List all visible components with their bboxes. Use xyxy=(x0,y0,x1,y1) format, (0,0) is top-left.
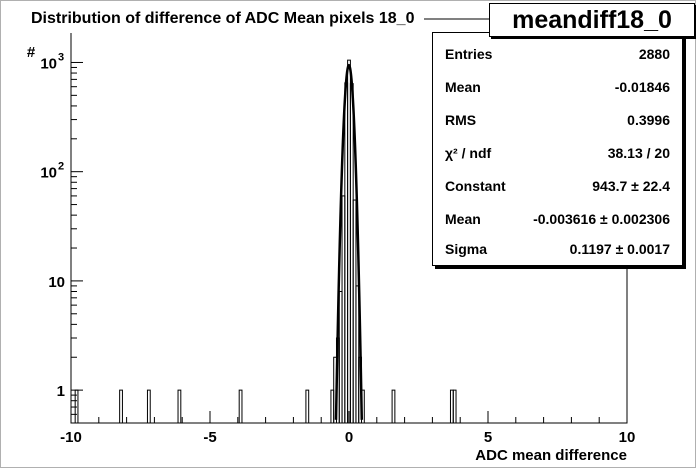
stats-value: 0.3996 xyxy=(627,112,670,128)
y-tick-label: 10 xyxy=(40,165,57,182)
x-axis-label: ADC mean difference xyxy=(475,447,627,464)
x-tick-label: -5 xyxy=(203,429,216,446)
y-tick-exponent: 2 xyxy=(58,161,64,173)
stats-box-title: meandiff18_0 xyxy=(489,3,695,37)
histogram-bar xyxy=(177,389,182,424)
y-tick-label: 10 xyxy=(40,55,57,72)
fit-curve xyxy=(334,63,364,420)
y-tick-label: 10 xyxy=(48,274,65,291)
stats-label: RMS xyxy=(445,112,477,128)
y-axis-label: # xyxy=(27,44,36,61)
histogram-bar xyxy=(391,389,396,424)
stats-label: Entries xyxy=(445,46,493,62)
stats-value: -0.003616 ± 0.002306 xyxy=(533,211,670,227)
x-tick-label: 10 xyxy=(619,429,636,446)
chart-title: Distribution of difference of ADC Mean p… xyxy=(21,5,425,33)
histogram-bar xyxy=(119,389,123,424)
stats-row-sigma: Sigma 0.1197 ± 0.0017 xyxy=(433,233,682,265)
histogram-bar xyxy=(238,389,243,424)
histogram-bar xyxy=(452,389,457,424)
stats-row-rms: RMS 0.3996 xyxy=(433,104,682,136)
stats-value: 943.7 ± 22.4 xyxy=(592,178,670,194)
x-tick-label: 0 xyxy=(345,429,353,446)
x-tick-label: -10 xyxy=(60,429,82,446)
stats-value: 38.13 / 20 xyxy=(607,145,670,161)
y-tick-exponent: 3 xyxy=(58,51,64,63)
stats-value: -0.01846 xyxy=(614,79,670,95)
stats-label: Constant xyxy=(445,178,506,194)
x-tick-label: 5 xyxy=(484,429,492,446)
stats-label: χ² / ndf xyxy=(445,145,492,161)
stats-row-fit-mean: Mean -0.003616 ± 0.002306 xyxy=(433,203,682,235)
stats-label: Sigma xyxy=(445,241,488,257)
stats-value: 2880 xyxy=(638,46,670,62)
stats-box: Entries 2880 Mean -0.01846 RMS 0.3996 χ²… xyxy=(432,32,683,266)
stats-label: Mean xyxy=(445,211,481,227)
stats-row-constant: Constant 943.7 ± 22.4 xyxy=(433,170,682,202)
histogram-bar xyxy=(146,389,151,424)
stats-row-mean: Mean -0.01846 xyxy=(433,71,682,103)
histogram-bar xyxy=(355,285,360,424)
y-tick-label: 1 xyxy=(57,383,65,400)
stats-label: Mean xyxy=(445,79,481,95)
stats-value: 0.1197 ± 0.0017 xyxy=(569,241,670,257)
histogram-bar xyxy=(305,389,310,424)
stats-row-chi2: χ² / ndf 38.13 / 20 xyxy=(433,137,682,169)
stats-row-entries: Entries 2880 xyxy=(433,38,682,70)
